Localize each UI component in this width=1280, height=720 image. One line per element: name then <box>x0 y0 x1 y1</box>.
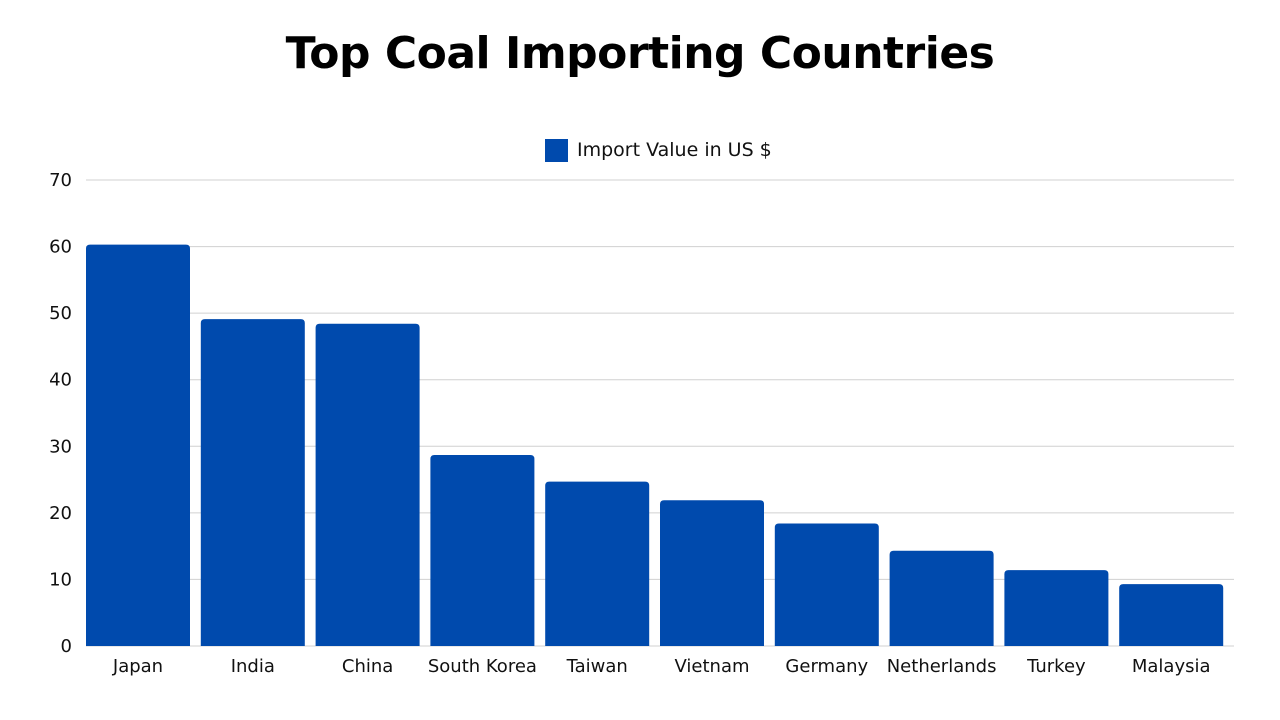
bars <box>86 244 1224 646</box>
x-tick-label: India <box>231 656 275 677</box>
bar-germany <box>774 523 879 646</box>
y-tick-label: 60 <box>49 237 72 258</box>
bar-china <box>315 323 420 646</box>
x-axis-labels: Japan India China South Korea Taiwan Vietnam G… <box>112 656 1211 677</box>
bar-malaysia <box>1119 584 1224 646</box>
x-tick-label: China <box>342 656 393 677</box>
y-tick-label: 40 <box>49 370 72 391</box>
legend-label: Import Value in US $ <box>577 139 772 161</box>
x-tick-label: Vietnam <box>674 656 749 677</box>
x-tick-label: Germany <box>785 656 868 677</box>
bar-netherlands <box>889 550 994 646</box>
y-tick-label: 70 <box>49 170 72 191</box>
x-tick-label: Malaysia <box>1132 656 1211 677</box>
chart-title: Top Coal Importing Countries <box>285 28 995 79</box>
y-tick-label: 30 <box>49 436 72 457</box>
x-tick-label: Netherlands <box>887 656 997 677</box>
x-tick-label: Japan <box>112 656 163 677</box>
y-tick-label: 0 <box>61 636 72 657</box>
y-axis-ticks: 0 10 20 30 40 50 60 70 <box>49 170 72 657</box>
bar-taiwan <box>545 481 650 646</box>
y-tick-label: 20 <box>49 503 72 524</box>
bar-turkey <box>1004 570 1109 646</box>
bar-japan <box>86 244 190 646</box>
x-tick-label: Turkey <box>1026 656 1086 677</box>
y-tick-label: 50 <box>49 303 72 324</box>
x-tick-label: Taiwan <box>566 656 628 677</box>
y-tick-label: 10 <box>49 569 72 590</box>
legend: Import Value in US $ <box>545 138 772 162</box>
bar-south-korea <box>430 454 535 646</box>
bar-vietnam <box>660 500 764 646</box>
bar-india <box>200 319 305 646</box>
legend-swatch <box>545 138 568 162</box>
x-tick-label: South Korea <box>428 656 537 677</box>
